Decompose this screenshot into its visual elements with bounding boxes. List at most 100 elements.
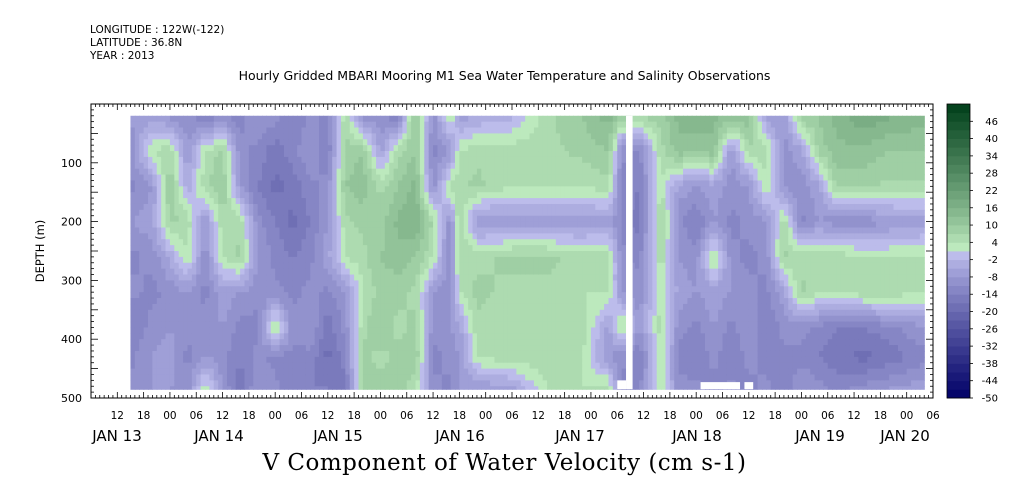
heatmap-cell [533,321,539,329]
heatmap-cell [209,362,215,370]
heatmap-cell [542,186,548,193]
heatmap-cell [437,345,443,352]
heatmap-cell [393,168,399,176]
heatmap-cell [454,245,460,252]
heatmap-cell [301,345,307,352]
heatmap-cells [130,115,925,390]
heatmap-cell [590,233,596,240]
heatmap-cell [319,333,325,340]
heatmap-cell [569,239,574,246]
heatmap-cell [411,174,417,182]
heatmap-cell [213,262,219,270]
heatmap-cell [507,356,513,364]
heatmap-cell [266,215,272,223]
heatmap-cell [371,209,377,217]
heatmap-cell [428,239,434,246]
heatmap-cell [520,350,526,358]
heatmap-cell [240,203,246,211]
heatmap-cell [380,127,386,134]
heatmap-cell [485,327,491,334]
heatmap-cell [590,115,596,123]
heatmap-cell [529,127,535,134]
heatmap-cell [490,145,496,152]
heatmap-cell [485,145,491,152]
heatmap-cell [156,386,162,390]
heatmap-cell [384,127,390,134]
heatmap-cell [244,215,250,223]
heatmap-cell [257,356,263,364]
heatmap-cell [582,174,588,182]
heatmap-cell [240,209,246,217]
heatmap-cell [485,227,491,234]
heatmap-cell [569,339,574,346]
heatmap-cell [218,215,224,223]
heatmap-cell [503,151,509,158]
heatmap-cell [235,321,241,329]
heatmap-cell [327,274,333,281]
heatmap-cell [569,298,574,305]
heatmap-cell [446,315,452,323]
heatmap-cell [472,286,478,293]
heatmap-cell [512,309,517,317]
heatmap-cell [569,386,574,390]
heatmap-cell [411,115,417,123]
heatmap-cell [577,209,583,217]
heatmap-cell [143,156,149,164]
heatmap-cell [577,286,583,293]
heatmap-cell [205,339,211,346]
heatmap-cell [314,162,320,170]
heatmap-cell [586,333,592,340]
heatmap-cell [507,192,513,199]
heatmap-cell [380,380,386,387]
heatmap-cell [376,362,382,370]
heatmap-cell [161,274,167,281]
heatmap-cell [538,133,544,140]
heatmap-cell [183,162,189,170]
heatmap-cell [380,256,386,264]
heatmap-cell [148,174,153,182]
heatmap-cell [244,368,250,376]
heatmap-cell [371,174,377,182]
heatmap-cell [235,245,241,252]
heatmap-cell [205,180,211,187]
heatmap-cell [402,245,408,252]
heatmap-cell [323,262,329,270]
heatmap-cell [424,303,430,311]
heatmap-cell [169,345,175,352]
heatmap-cell [402,345,408,352]
heatmap-cell [454,362,460,370]
heatmap-cell [503,186,509,193]
heatmap-cell [582,245,588,252]
heatmap-cell [209,303,215,311]
heatmap-cell [586,262,592,270]
heatmap-cell [222,303,228,311]
heatmap-cell [354,133,360,140]
heatmap-cell [314,174,320,182]
heatmap-cell [283,262,289,270]
heatmap-cell [384,221,390,229]
heatmap-cell [165,139,171,146]
heatmap-cell [415,356,421,364]
heatmap-cell [406,121,412,129]
heatmap-cell [139,339,145,346]
heatmap-cell [345,262,351,270]
heatmap-cell [367,274,373,281]
heatmap-cell [134,151,140,158]
heatmap-cell [358,303,364,311]
heatmap-cell [516,133,522,140]
heatmap-cell [244,321,250,329]
heatmap-cell [454,198,460,205]
heatmap-cell [406,268,412,276]
heatmap-cell [577,233,583,240]
heatmap-cell [248,221,254,229]
heatmap-cell [213,303,219,311]
heatmap-cell [310,151,316,158]
heatmap-cell [222,345,228,352]
heatmap-cell [349,162,355,170]
heatmap-cell [555,133,561,140]
heatmap-cell [292,227,298,234]
heatmap-cell [397,386,403,390]
heatmap-cell [279,121,285,129]
heatmap-cell [393,215,399,223]
heatmap-cell [358,327,364,334]
